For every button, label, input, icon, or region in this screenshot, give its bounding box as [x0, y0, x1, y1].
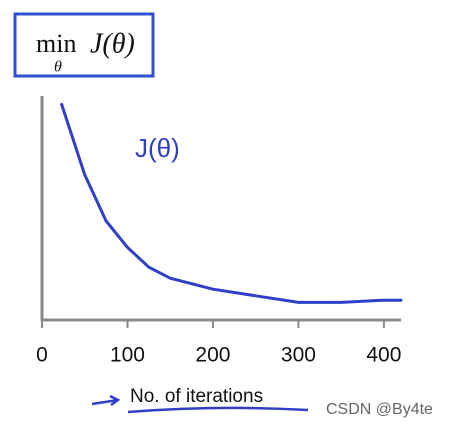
ylabel-subscript: θ	[54, 59, 62, 76]
annotation: J(θ)	[135, 133, 180, 163]
x-axis-label: No. of iterations	[130, 386, 263, 407]
x-tick-label: 0	[36, 344, 48, 367]
watermark: CSDN @By4te	[326, 401, 433, 418]
arrow	[91, 394, 121, 407]
x-tick-label: 100	[110, 344, 145, 367]
ylabel-box	[13, 12, 155, 78]
curve	[60, 102, 403, 304]
x-tick-label: 400	[366, 344, 401, 367]
ylabel-operator: min	[36, 29, 76, 58]
x-tick-label: 200	[195, 344, 230, 367]
underline	[127, 406, 309, 414]
x-tick-label: 300	[281, 344, 316, 367]
ylabel-expr: J(θ)	[90, 28, 135, 59]
